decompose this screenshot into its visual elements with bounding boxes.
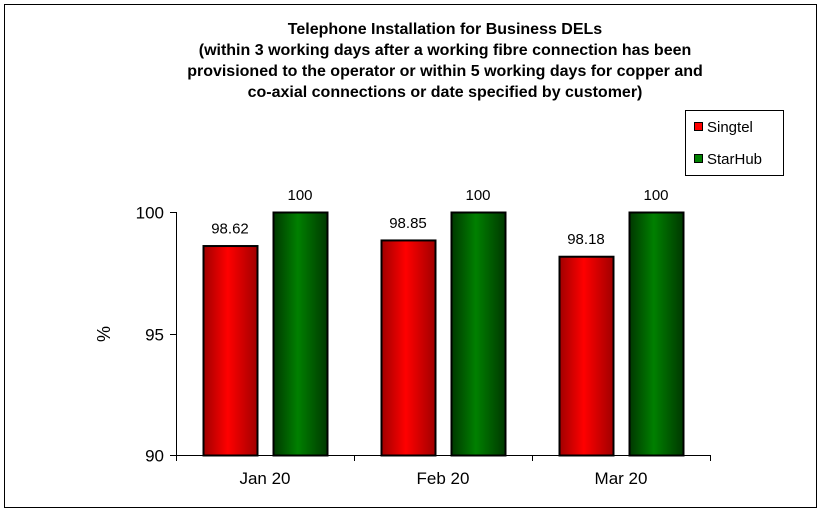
title-line: (within 3 working days after a working f… — [199, 42, 692, 59]
title-line: provisioned to the operator or within 5 … — [187, 63, 703, 80]
legend-box — [685, 110, 784, 176]
y-tick-label: 95 — [145, 326, 164, 345]
x-tick-label: Jan 20 — [239, 469, 290, 488]
y-tick-label: 100 — [136, 204, 164, 223]
data-label: 98.85 — [389, 215, 427, 232]
bar-singtel — [558, 255, 615, 457]
bar-starhub — [272, 211, 329, 457]
legend-label-singtel: Singtel — [707, 119, 753, 136]
x-tick-label: Feb 20 — [417, 469, 470, 488]
bar-starhub — [450, 211, 507, 457]
bar-singtel — [380, 239, 437, 457]
data-label: 98.62 — [211, 221, 249, 238]
y-tick-label: 90 — [145, 447, 164, 466]
data-label: 100 — [465, 187, 490, 204]
title-line: co-axial connections or date specified b… — [248, 84, 643, 101]
x-tick-label: Mar 20 — [595, 469, 648, 488]
legend-swatch-singtel — [694, 122, 703, 131]
title-line: Telephone Installation for Business DELs — [288, 21, 603, 38]
legend-label-starhub: StarHub — [707, 151, 762, 168]
data-label: 100 — [287, 187, 312, 204]
chart-title: Telephone Installation for Business DELs… — [187, 21, 703, 101]
legend-swatch-starhub — [694, 154, 703, 163]
data-label: 100 — [643, 187, 668, 204]
bar-starhub — [628, 211, 685, 457]
legend: Singtel StarHub — [685, 110, 784, 176]
bar-singtel — [202, 245, 259, 457]
y-axis-label: % — [94, 326, 114, 342]
data-label: 98.18 — [567, 231, 605, 248]
